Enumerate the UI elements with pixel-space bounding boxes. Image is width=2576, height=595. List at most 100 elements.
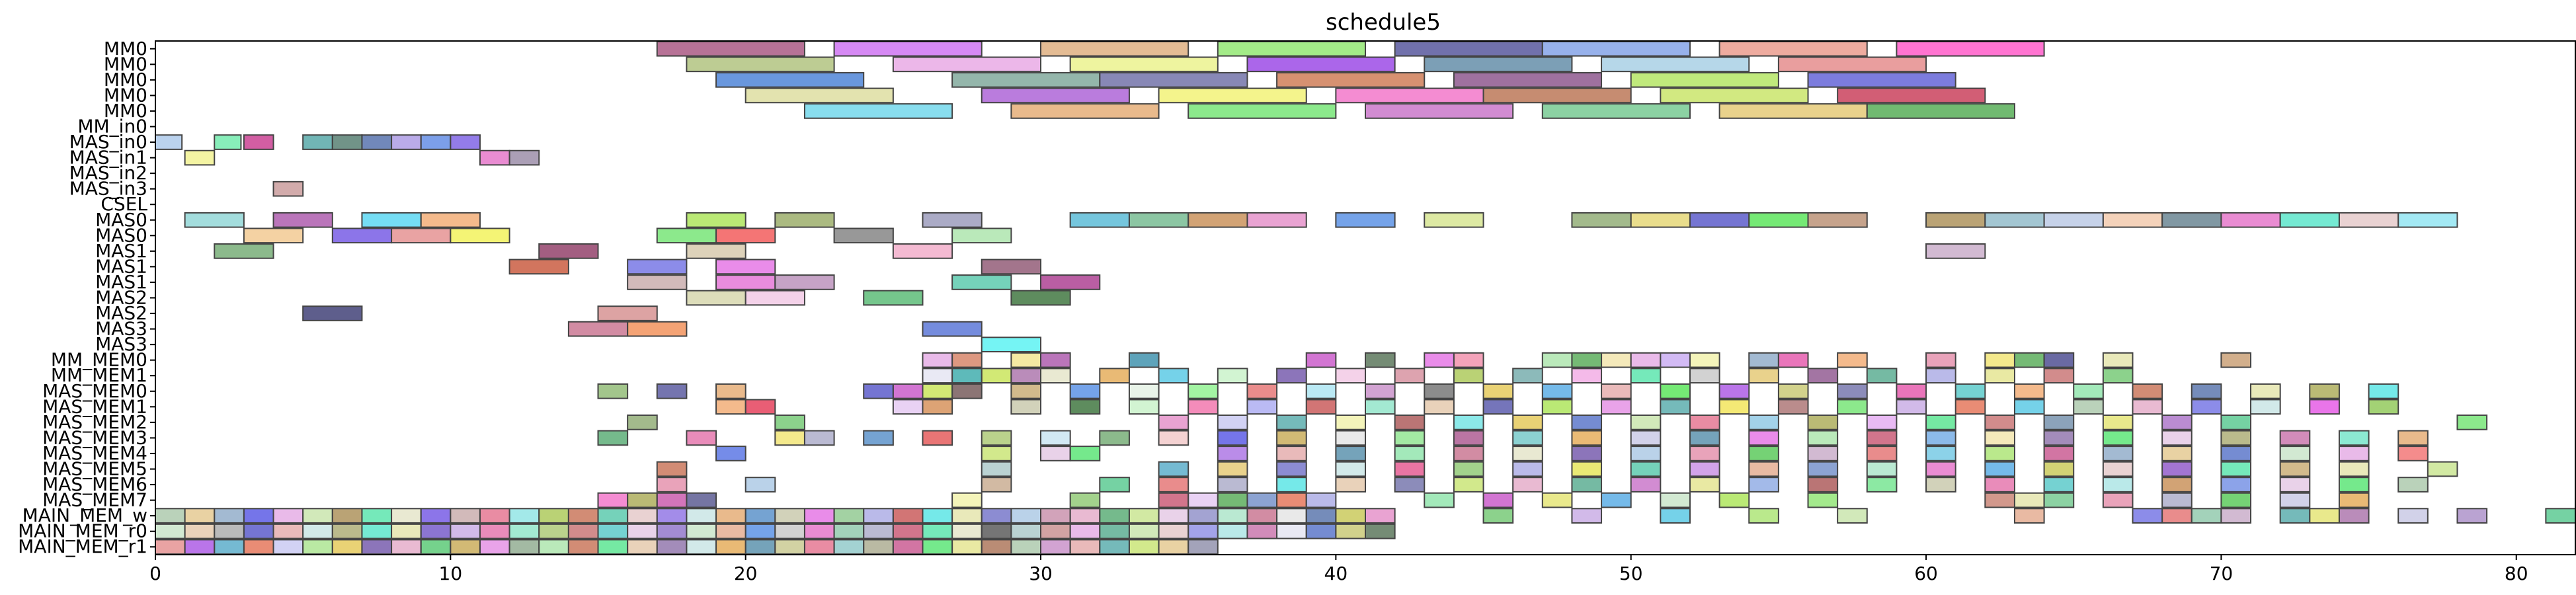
task-bar	[1217, 492, 1248, 508]
chart-title: schedule5	[1326, 9, 1441, 36]
task-bar	[508, 149, 540, 166]
task-bar	[1040, 508, 1071, 524]
task-bar	[1866, 461, 1898, 477]
task-bar	[1187, 212, 1248, 228]
task-bar	[1276, 368, 1307, 384]
y-tick-label: MAS_MEM1	[42, 395, 147, 417]
task-bar	[1748, 446, 1779, 461]
task-bar	[1128, 539, 1160, 555]
task-bar	[1158, 368, 1189, 384]
task-bar	[2161, 415, 2193, 430]
task-bar	[1777, 383, 1809, 399]
task-bar	[2102, 492, 2134, 508]
task-bar	[1748, 477, 1779, 493]
task-bar	[1541, 352, 1573, 368]
task-bar	[1305, 352, 1337, 368]
y-tick-label: MAS_MEM0	[42, 380, 147, 402]
task-bar	[597, 508, 629, 524]
task-bar	[331, 539, 363, 555]
task-bar	[391, 539, 422, 555]
task-bar	[2102, 368, 2134, 384]
task-bar	[656, 492, 688, 508]
task-bar	[1365, 383, 1396, 399]
task-bar	[627, 321, 688, 337]
task-bar	[803, 539, 835, 555]
task-bar	[803, 430, 835, 446]
task-bar	[2397, 430, 2429, 446]
task-bar	[420, 212, 481, 228]
task-bar	[420, 539, 452, 555]
task-bar	[951, 539, 983, 555]
task-bar	[1718, 399, 1750, 415]
task-bar	[981, 446, 1012, 461]
task-bar	[597, 539, 629, 555]
task-bar	[1217, 461, 1248, 477]
task-bar	[1099, 477, 1130, 493]
task-bar	[1601, 492, 1632, 508]
task-bar	[2279, 477, 2311, 493]
task-bar	[2161, 492, 2193, 508]
y-tick-label: MM0	[104, 100, 147, 122]
task-bar	[981, 523, 1012, 539]
task-bar	[1984, 415, 2015, 430]
task-bar	[1748, 430, 1779, 446]
task-bar	[745, 87, 894, 104]
task-bar	[951, 492, 983, 508]
task-bar	[272, 523, 304, 539]
task-bar	[1925, 352, 1956, 368]
task-bar	[863, 508, 894, 524]
x-tick-label: 20	[734, 563, 758, 584]
y-tick-label: MAS_MEM4	[42, 442, 147, 464]
task-bar	[2073, 399, 2104, 415]
task-bar	[715, 72, 865, 88]
task-bar	[391, 134, 422, 150]
task-bar	[1571, 430, 1603, 446]
task-bar	[1541, 103, 1691, 119]
task-bar	[214, 243, 274, 259]
task-bar	[686, 492, 717, 508]
bars-layer	[155, 40, 2576, 555]
task-bar	[508, 523, 540, 539]
task-bar	[361, 523, 393, 539]
task-bar	[2013, 508, 2045, 524]
task-bar	[1837, 508, 1868, 524]
task-bar	[892, 399, 924, 415]
task-bar	[1837, 383, 1868, 399]
task-bar	[1335, 212, 1396, 228]
task-bar	[331, 227, 393, 244]
task-bar	[2191, 508, 2222, 524]
task-bar	[1896, 399, 1927, 415]
task-bar	[243, 523, 274, 539]
task-bar	[1069, 212, 1130, 228]
y-tick-label: MAS_MEM6	[42, 473, 147, 495]
task-bar	[2338, 508, 2370, 524]
task-bar	[1187, 103, 1337, 119]
task-bar	[1748, 368, 1779, 384]
task-bar	[686, 290, 746, 306]
task-bar	[1010, 103, 1160, 119]
task-bar	[715, 227, 776, 244]
task-bar	[1482, 492, 1514, 508]
task-bar	[951, 508, 983, 524]
task-bar	[1158, 523, 1189, 539]
y-tick-label: MAS1	[95, 240, 147, 262]
task-bar	[1777, 56, 1927, 73]
task-bar	[2220, 352, 2252, 368]
task-bar	[627, 539, 658, 555]
task-bar	[2073, 383, 2104, 399]
task-bar	[2102, 212, 2163, 228]
task-bar	[656, 539, 688, 555]
task-bar	[2220, 415, 2252, 430]
y-tick-label: MM0	[104, 38, 147, 60]
task-bar	[1453, 72, 1603, 88]
task-bar	[1069, 383, 1101, 399]
task-bar	[2013, 399, 2045, 415]
task-bar	[892, 56, 1042, 73]
task-bar	[1601, 352, 1632, 368]
task-bar	[1217, 508, 1248, 524]
task-bar	[2220, 508, 2252, 524]
task-bar	[2102, 430, 2134, 446]
task-bar	[1424, 399, 1455, 415]
task-bar	[1335, 523, 1366, 539]
task-bar	[1866, 415, 1898, 430]
